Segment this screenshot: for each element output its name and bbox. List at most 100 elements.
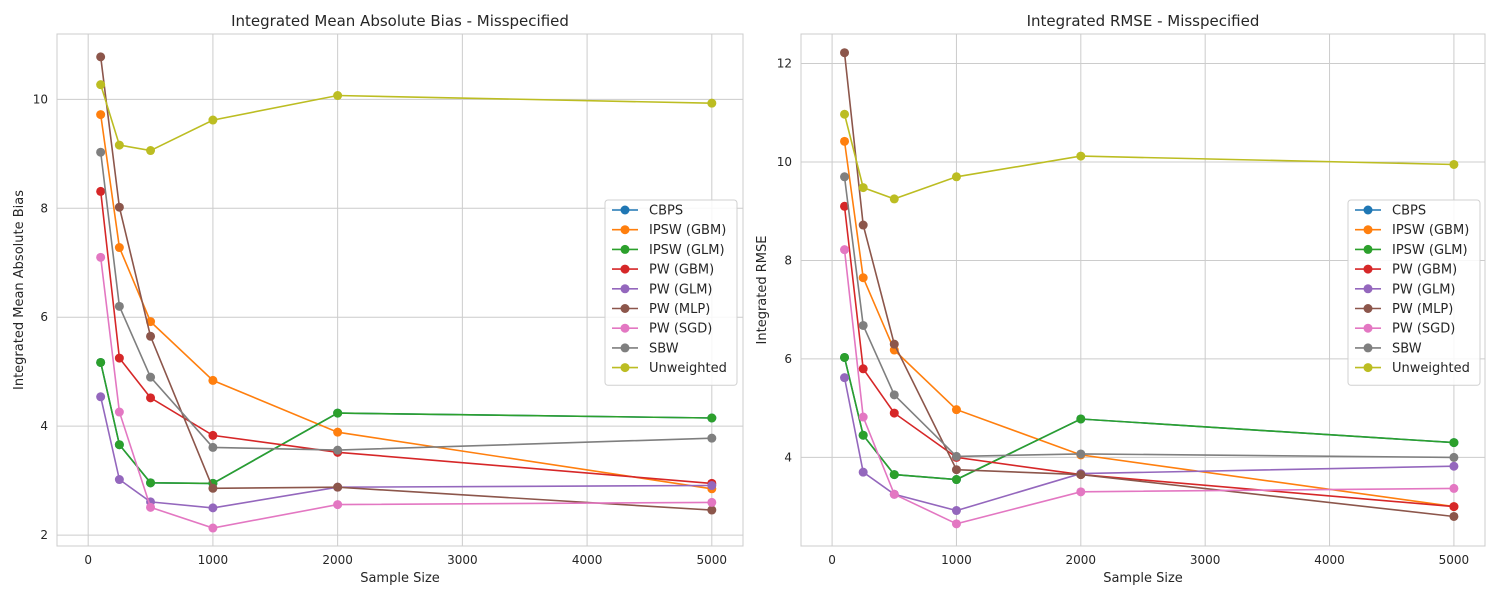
legend-item-cbps: CBPS xyxy=(1355,204,1426,219)
data-point xyxy=(1449,461,1459,471)
series-line xyxy=(843,176,1454,459)
x-tick-label: 0 xyxy=(828,553,836,567)
data-point xyxy=(333,91,343,101)
data-point xyxy=(114,243,124,253)
data-point xyxy=(333,445,343,455)
series-line xyxy=(99,191,712,485)
data-point xyxy=(1076,151,1086,161)
y-axis-label: Integrated Mean Absolute Bias xyxy=(12,190,27,390)
data-point xyxy=(707,98,717,108)
data-point xyxy=(707,433,717,443)
data-point xyxy=(707,497,717,507)
data-point xyxy=(889,194,899,204)
x-tick-label: 1000 xyxy=(198,553,229,567)
y-tick-label: 10 xyxy=(777,155,792,169)
tick-labels: 0 1000 2000 3000 4000 5000 2 4 6 8 10 xyxy=(33,92,727,567)
y-tick-label: 10 xyxy=(33,92,48,106)
legend-marker xyxy=(620,363,630,373)
series-line xyxy=(99,362,712,485)
legend-item-unweighted: Unweighted xyxy=(1355,361,1470,376)
data-point xyxy=(858,364,868,374)
data-point xyxy=(96,357,106,367)
legend-label: SBW xyxy=(1392,341,1422,356)
data-point xyxy=(951,475,961,485)
data-point xyxy=(96,80,106,90)
data-point xyxy=(208,523,218,533)
panel-bias: 0 1000 2000 3000 4000 5000 2 4 6 8 10 Integrated M… xyxy=(12,12,744,586)
data-point xyxy=(146,372,156,382)
legend-label: PW (GLM) xyxy=(649,282,713,297)
data-point xyxy=(951,172,961,182)
series-lines xyxy=(96,52,717,533)
legend: CBPS IPSW (GBM) IPSW (GLM) PW (GBM) PW (GLM)… xyxy=(604,199,738,386)
legend-marker xyxy=(1363,323,1373,333)
data-point xyxy=(146,393,156,403)
legend: CBPS IPSW (GBM) IPSW (GLM) PW (GBM) PW (GLM)… xyxy=(1347,199,1481,386)
data-point xyxy=(951,405,961,415)
legend-label: IPSW (GLM) xyxy=(1392,243,1468,258)
data-point xyxy=(1449,159,1459,169)
legend-marker xyxy=(1363,363,1373,373)
data-point xyxy=(1076,449,1086,459)
data-point xyxy=(96,392,106,402)
legend-box xyxy=(604,199,738,386)
data-point xyxy=(858,320,868,330)
legend-label: PW (SGD) xyxy=(1392,322,1455,337)
data-point xyxy=(1076,470,1086,480)
y-tick-label: 6 xyxy=(784,352,792,366)
data-point xyxy=(707,413,717,423)
data-point xyxy=(707,481,717,491)
series-line xyxy=(99,84,712,152)
legend-label: CBPS xyxy=(649,204,683,219)
data-point xyxy=(858,467,868,477)
panel-rmse: 0 1000 2000 3000 4000 5000 4 6 8 10 12 Integrated … xyxy=(755,12,1486,586)
tick-labels: 0 1000 2000 3000 4000 5000 4 6 8 10 12 xyxy=(777,57,1469,567)
y-tick-label: 2 xyxy=(40,528,48,542)
x-axis-label: Sample Size xyxy=(1103,571,1183,586)
data-point xyxy=(951,506,961,516)
legend-marker xyxy=(620,304,630,313)
data-point xyxy=(146,502,156,512)
legend-marker xyxy=(620,205,630,215)
series-line xyxy=(843,206,1454,508)
data-point xyxy=(889,390,899,400)
legend-item-pw-glm: PW (GLM) xyxy=(612,282,713,297)
data-point xyxy=(840,352,850,362)
legend-marker xyxy=(1363,284,1373,294)
legend-marker xyxy=(1363,244,1373,254)
series-pw-sgd xyxy=(840,245,1459,529)
data-point xyxy=(858,183,868,193)
y-tick-label: 4 xyxy=(40,419,48,433)
data-point xyxy=(114,202,124,212)
x-tick-label: 2000 xyxy=(322,553,353,567)
data-point xyxy=(1076,487,1086,497)
data-point xyxy=(96,147,106,157)
legend-item-pw-glm: PW (GLM) xyxy=(1355,282,1456,297)
data-point xyxy=(96,252,106,262)
data-point xyxy=(951,519,961,529)
y-axis-label: Integrated RMSE xyxy=(755,236,770,345)
data-point xyxy=(208,503,218,513)
legend-marker xyxy=(1363,304,1373,313)
x-axis-label: Sample Size xyxy=(360,571,440,586)
data-point xyxy=(1076,414,1086,424)
data-point xyxy=(1449,438,1459,448)
series-line xyxy=(843,377,1454,512)
data-point xyxy=(208,375,218,385)
data-point xyxy=(114,301,124,311)
series-line xyxy=(843,52,1454,518)
data-point xyxy=(1449,502,1459,512)
legend-marker xyxy=(620,343,630,353)
legend-marker xyxy=(1363,225,1373,235)
series-unweighted xyxy=(96,80,717,156)
y-tick-label: 12 xyxy=(777,57,792,71)
series-line xyxy=(99,257,712,529)
data-point xyxy=(114,353,124,363)
legend-item-sbw: SBW xyxy=(1355,341,1422,356)
x-tick-label: 5000 xyxy=(697,553,728,567)
legend-item-pw-mlp: PW (MLP) xyxy=(612,302,710,317)
data-point xyxy=(208,442,218,452)
legend-item-pw-gbm: PW (GBM) xyxy=(612,263,714,278)
data-point xyxy=(333,500,343,510)
data-point xyxy=(858,412,868,422)
